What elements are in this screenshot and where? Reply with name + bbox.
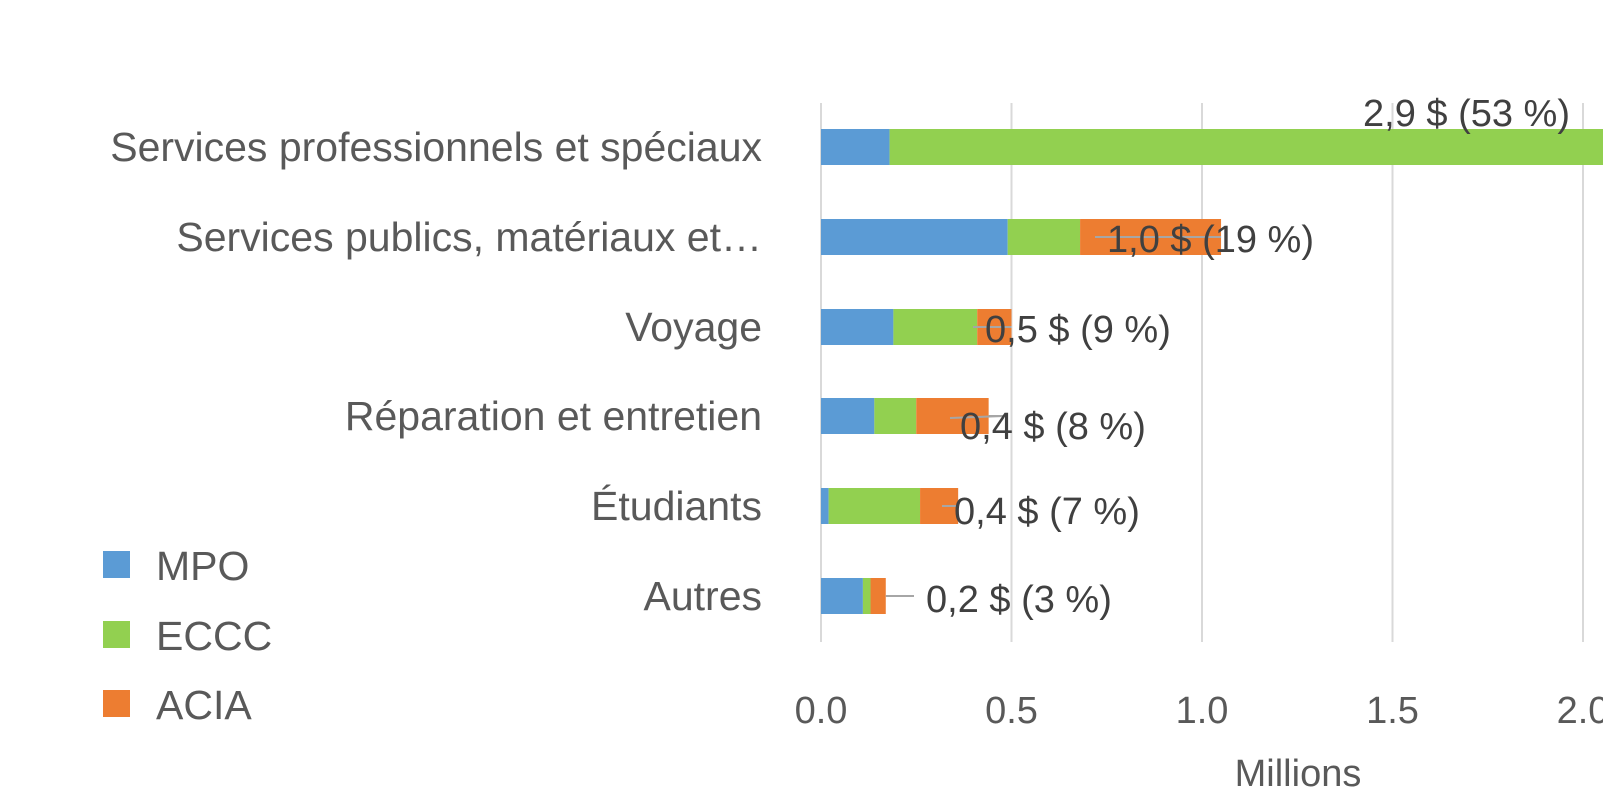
category-label: Étudiants [591, 483, 762, 529]
x-tick-label: 1.0 [1176, 690, 1229, 732]
data-label: 0,4 $ (7 %) [954, 491, 1140, 533]
data-label: 0,4 $ (8 %) [960, 406, 1146, 448]
bar-segment-eccc [862, 578, 871, 614]
x-axis-unit-label: Millions [1235, 753, 1362, 795]
x-tick-label: 0.5 [985, 690, 1038, 732]
x-tick-labels: 0.00.51.01.52.02.53.0 [795, 690, 1603, 732]
x-tick-label: 2.0 [1557, 690, 1603, 732]
category-label: Services professionnels et spéciaux [110, 124, 762, 170]
data-label: 2,9 $ (53 %) [1363, 93, 1570, 135]
bar-segment-mpo [821, 578, 863, 614]
category-labels: Services professionnels et spéciaux Servi… [110, 124, 762, 619]
bar-segment-eccc [1007, 219, 1081, 255]
category-label: Réparation et entretien [345, 393, 762, 439]
data-label-leaders [885, 236, 1222, 597]
bar-segment-eccc [828, 488, 921, 524]
legend-swatch-eccc [103, 621, 130, 648]
legend-label: MPO [156, 543, 249, 589]
bar-segment-eccc [893, 309, 978, 345]
category-label: Autres [644, 573, 763, 619]
x-tick-label: 1.5 [1366, 690, 1419, 732]
bars [821, 129, 1603, 614]
data-label-leader [949, 415, 1004, 419]
category-label: Voyage [625, 304, 762, 350]
bar-segment-mpo [821, 129, 890, 165]
legend-swatch-mpo [103, 551, 130, 578]
bar-segment-mpo [821, 488, 829, 524]
gridlines [820, 103, 1584, 642]
legend-label: ACIA [156, 682, 252, 728]
bar-segment-mpo [821, 309, 894, 345]
x-tick-label: 0.0 [795, 690, 848, 732]
legend-label: ECCC [156, 613, 272, 659]
bar-segment-acia [916, 398, 989, 434]
data-label: 0,2 $ (3 %) [926, 579, 1112, 621]
legend-swatch-acia [103, 690, 130, 717]
legend: MPO ECCC ACIA [103, 543, 272, 728]
bar-segment-eccc [889, 129, 1603, 165]
bar-segment-eccc [874, 398, 917, 434]
bar-segment-mpo [821, 398, 875, 434]
data-label: 0,5 $ (9 %) [985, 309, 1171, 351]
category-label: Services publics, matériaux et… [176, 214, 762, 260]
data-label: 1,0 $ (19 %) [1107, 219, 1314, 261]
data-labels: 2,9 $ (53 %) 1,0 $ (19 %) 0,5 $ (9 %) 0,4 $… [926, 93, 1570, 621]
bar-segment-mpo [821, 219, 1008, 255]
bar-segment-acia [870, 578, 886, 614]
